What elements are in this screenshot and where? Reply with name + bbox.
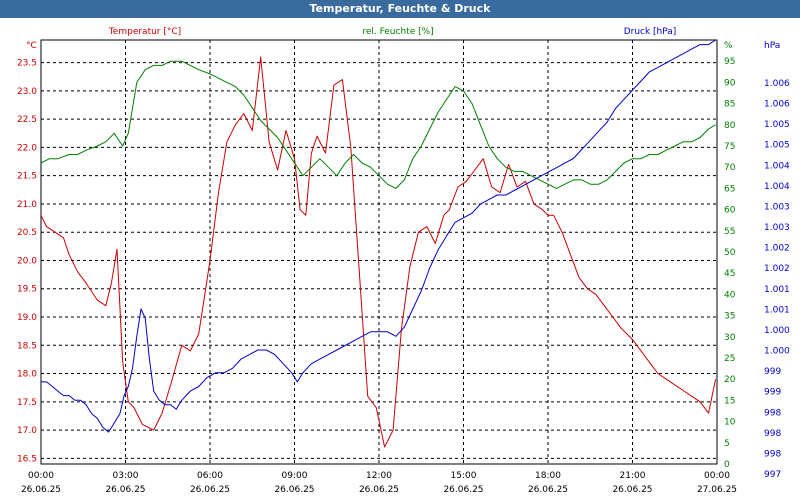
humidity-series-line <box>40 60 716 189</box>
temperature-tick: 18.5 <box>17 341 37 351</box>
x-tick-date: 26.06.25 <box>190 485 230 495</box>
pressure-tick: 1.004 <box>764 182 790 192</box>
pressure-tick: 1.006 <box>764 100 790 110</box>
pressure-tick: 999 <box>764 367 781 377</box>
humidity-tick: 5 <box>724 439 730 449</box>
temperature-tick: 20.5 <box>17 228 37 238</box>
humidity-tick: 20 <box>724 375 736 385</box>
x-tick-date: 26.06.25 <box>443 485 483 495</box>
pressure-unit: hPa <box>764 41 780 51</box>
pressure-tick: 1.002 <box>764 244 790 254</box>
temperature-tick: 23.5 <box>17 59 37 69</box>
x-tick-time: 21:00 <box>620 471 646 481</box>
x-tick-time: 12:00 <box>366 471 392 481</box>
humidity-tick: 55 <box>724 227 735 237</box>
temperature-tick: 16.5 <box>17 454 37 464</box>
temperature-series-line <box>40 56 717 448</box>
x-tick-date: 26.06.25 <box>528 485 568 495</box>
temperature-tick: 22.5 <box>17 115 37 125</box>
axes: 00:00 26.06.25 03:00 26.06.25 06:00 26.06.25 0… <box>17 57 790 495</box>
pressure-tick: 1.005 <box>764 141 790 151</box>
x-tick-date: 26.06.25 <box>21 485 61 495</box>
pressure-tick: 998 <box>764 429 781 439</box>
x-tick-time: 06:00 <box>197 471 223 481</box>
temperature-tick: 21.0 <box>17 200 37 210</box>
humidity-tick: 25 <box>724 354 735 364</box>
x-tick-time: 00:00 <box>28 471 54 481</box>
temperature-tick: 22.0 <box>17 143 37 153</box>
humidity-tick: 50 <box>724 248 736 258</box>
humidity-tick: 30 <box>724 333 736 343</box>
humidity-tick: 0 <box>724 460 730 470</box>
humidity-tick: 60 <box>724 206 736 216</box>
humidity-tick: 75 <box>724 142 735 152</box>
pressure-tick: 998 <box>764 408 781 418</box>
pressure-tick: 1.002 <box>764 264 790 274</box>
pressure-tick: 1.003 <box>764 202 790 212</box>
temperature-tick: 23.0 <box>17 87 37 97</box>
humidity-tick: 90 <box>724 78 736 88</box>
humidity-tick: 65 <box>724 184 735 194</box>
pressure-tick: 1.001 <box>764 305 790 315</box>
pressure-tick: 999 <box>764 388 781 398</box>
pressure-tick: 1.005 <box>764 120 790 130</box>
humidity-unit: % <box>724 41 733 51</box>
temperature-tick: 18.0 <box>17 370 37 380</box>
humidity-tick: 35 <box>724 312 735 322</box>
temperature-tick: 17.0 <box>17 426 37 436</box>
temperature-tick: 17.5 <box>17 398 37 408</box>
humidity-tick: 95 <box>724 57 735 67</box>
pressure-tick: 1.001 <box>764 285 790 295</box>
x-tick-date: 26.06.25 <box>105 485 145 495</box>
pressure-series-line <box>41 39 716 433</box>
temperature-unit: °C <box>26 41 37 51</box>
temperature-tick: 20.0 <box>17 256 37 266</box>
humidity-tick: 40 <box>724 290 736 300</box>
humidity-tick: 10 <box>724 418 736 428</box>
pressure-tick: 1.003 <box>764 223 790 233</box>
pressure-tick: 997 <box>764 470 781 480</box>
humidity-axis-label: rel. Feuchte [%] <box>362 27 433 37</box>
x-tick-date: 26.06.25 <box>274 485 314 495</box>
x-tick-time: 03:00 <box>113 471 139 481</box>
temperature-axis-label: Temperatur [°C] <box>108 27 181 37</box>
temperature-tick: 21.5 <box>17 172 37 182</box>
pressure-tick: 998 <box>764 449 781 459</box>
series-lines <box>40 39 717 448</box>
humidity-tick: 15 <box>724 396 735 406</box>
pressure-tick: 1.000 <box>764 347 790 357</box>
humidity-tick: 45 <box>724 269 735 279</box>
x-tick-time: 00:00 <box>704 471 730 481</box>
x-tick-date: 26.06.25 <box>359 485 399 495</box>
x-tick-time: 09:00 <box>282 471 308 481</box>
humidity-tick: 70 <box>724 163 736 173</box>
humidity-tick: 85 <box>724 100 735 110</box>
x-tick-time: 15:00 <box>451 471 477 481</box>
temperature-tick: 19.5 <box>17 285 37 295</box>
chart-area: 00:00 26.06.25 03:00 26.06.25 06:00 26.06.25 0… <box>17 27 790 495</box>
pressure-tick: 1.006 <box>764 79 790 89</box>
x-tick-date: 26.06.25 <box>612 485 652 495</box>
pressure-axis-label: Druck [hPa] <box>624 27 677 37</box>
pressure-tick: 1.000 <box>764 326 790 336</box>
pressure-tick: 1.004 <box>764 161 790 171</box>
x-tick-time: 18:00 <box>535 471 561 481</box>
temperature-tick: 19.0 <box>17 313 37 323</box>
humidity-tick: 80 <box>724 121 736 131</box>
x-tick-date: 27.06.25 <box>697 485 737 495</box>
chart-title: Temperatur, Feuchte & Druck <box>0 0 800 18</box>
